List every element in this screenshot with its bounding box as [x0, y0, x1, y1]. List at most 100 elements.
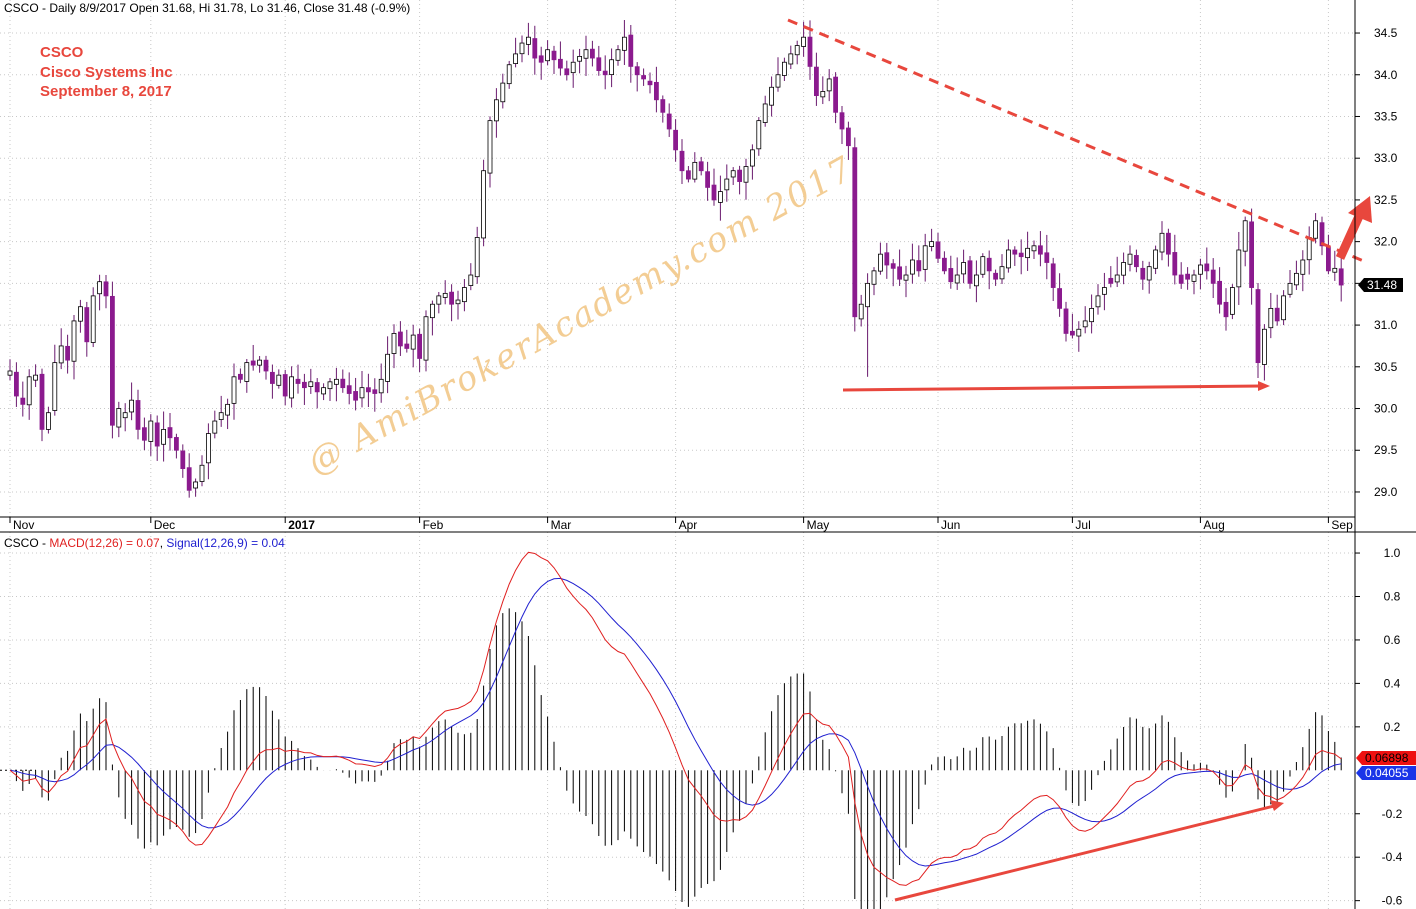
candle — [359, 371, 365, 408]
candle-body-up — [7, 370, 13, 376]
candle — [78, 299, 83, 333]
candle-body-up — [954, 274, 960, 284]
candle-body-up — [1121, 262, 1126, 276]
candle — [1076, 321, 1082, 352]
candle — [263, 355, 269, 380]
candle-body-up — [199, 464, 205, 482]
price-tick-label: 32.0 — [1374, 235, 1398, 249]
candle-body-down — [814, 66, 819, 97]
candle-body-up — [423, 316, 429, 361]
candle-body-up — [71, 320, 77, 362]
ticker-label: CSCO — [40, 44, 84, 61]
candle-body-down — [846, 127, 851, 147]
candle — [429, 300, 435, 336]
candle-body-up — [493, 99, 499, 122]
candle — [212, 410, 218, 439]
candle — [1018, 239, 1024, 275]
candle — [609, 48, 614, 88]
candle — [1146, 261, 1152, 294]
candle-body-down — [20, 397, 26, 405]
candle-body-down — [935, 241, 941, 259]
price-tick-label: 33.0 — [1374, 151, 1398, 165]
candle — [954, 257, 960, 290]
candle — [346, 372, 352, 405]
time-tick-label: Mar — [551, 518, 572, 532]
candle — [449, 284, 455, 322]
price-tick-label: 29.5 — [1374, 443, 1398, 457]
candle-body-up — [718, 191, 723, 203]
candle-body-up — [500, 82, 506, 103]
candle — [1057, 273, 1062, 317]
macd-header: CSCO - MACD(12,26) = 0.07, Signal(12,26,… — [4, 536, 285, 550]
candle-body-up — [1281, 295, 1286, 321]
candle-body-down — [993, 272, 998, 280]
candle — [1306, 226, 1312, 275]
macd-grid — [0, 532, 1355, 909]
macd-tick-label: 1.0 — [1384, 546, 1401, 560]
candle-body-down — [39, 373, 45, 430]
candle — [173, 433, 179, 459]
candle-body-up — [1089, 307, 1094, 323]
candle — [596, 45, 602, 76]
price-tick-label: 31.0 — [1374, 318, 1398, 332]
candle-body-down — [449, 291, 455, 305]
candle-body-up — [526, 36, 531, 45]
candle — [167, 413, 173, 451]
candle — [519, 35, 525, 63]
macd-header-signal: Signal(12,26,9) = 0.04 — [166, 536, 285, 550]
candle — [122, 403, 128, 432]
candle-body-down — [186, 467, 192, 491]
candle — [1249, 208, 1254, 305]
candle-body-up — [308, 381, 314, 387]
candle — [1268, 293, 1274, 339]
candle-body-down — [346, 385, 352, 394]
macd-header-comma: , — [160, 536, 167, 550]
candle — [692, 152, 698, 183]
candle — [276, 369, 282, 389]
candle-body-down — [173, 437, 179, 451]
candle — [526, 22, 531, 56]
signal-line — [9, 577, 1342, 867]
macd-divergence-line — [894, 804, 1275, 902]
candle-body-down — [1178, 274, 1184, 284]
price-tick-label: 34.0 — [1374, 68, 1398, 82]
candle — [282, 369, 288, 406]
candle — [1185, 267, 1190, 290]
candle — [58, 328, 64, 370]
candle-body-up — [257, 359, 263, 366]
candle-body-up — [474, 237, 480, 278]
candle-body-down — [154, 422, 160, 447]
candle-body-up — [801, 36, 806, 47]
candle-body-down — [1217, 280, 1222, 305]
candle — [628, 24, 634, 83]
candle — [404, 329, 410, 353]
candle — [244, 358, 250, 393]
macd-y-axis: -0.6 -0.4 -0.2 0.2 0.4 0.6 0.8 1.0 — [1355, 546, 1403, 908]
candle-body-down — [916, 260, 922, 272]
candle-body-down — [282, 374, 288, 397]
candle-body-down — [1063, 308, 1069, 334]
candle-body-up — [929, 241, 934, 247]
candle-body-down — [660, 99, 666, 113]
candle — [1031, 240, 1037, 260]
candle-body-up — [865, 282, 870, 308]
candle-body-up — [461, 287, 467, 303]
time-tick-label: Sep — [1331, 518, 1353, 532]
candle-body-down — [647, 80, 653, 86]
candle-body-up — [782, 61, 787, 76]
candle-body-down — [967, 260, 973, 284]
candle-body-up — [46, 412, 51, 430]
candle-body-up — [161, 428, 167, 445]
candle-body-down — [666, 113, 672, 130]
candle-body-up — [878, 253, 883, 272]
candle-body-up — [1095, 295, 1101, 308]
candle-body-up — [1006, 249, 1011, 269]
candle — [372, 378, 378, 412]
candle — [141, 417, 147, 451]
candle-body-down — [167, 427, 173, 439]
candle-body-up — [333, 378, 339, 385]
candle-body-up — [205, 433, 211, 464]
candle — [846, 121, 851, 160]
candle — [974, 260, 979, 303]
candle — [583, 35, 589, 77]
